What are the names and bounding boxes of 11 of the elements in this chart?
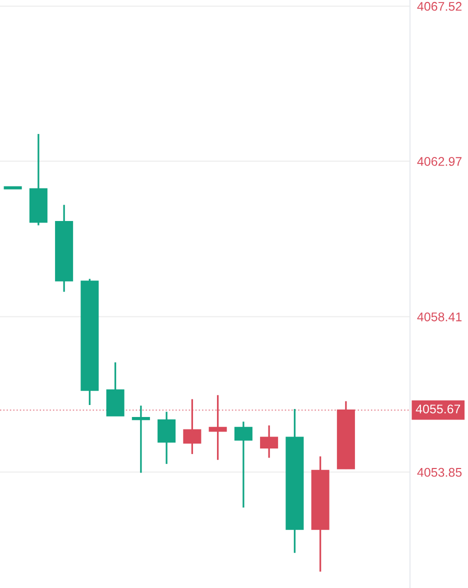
candlestick — [234, 420, 252, 508]
candlestick — [183, 398, 202, 455]
y-tick-label: 4062.97 — [417, 157, 462, 166]
candlestick — [158, 410, 176, 465]
y-tick-label: 4053.85 — [417, 468, 462, 477]
y-tick-label: 4067.52 — [417, 2, 462, 11]
candlestick — [132, 404, 150, 474]
candlestick — [208, 394, 227, 461]
y-tick-label: 4058.41 — [417, 312, 462, 322]
candlestick — [260, 424, 278, 459]
ref-line-label: 4055.67 — [416, 404, 460, 414]
